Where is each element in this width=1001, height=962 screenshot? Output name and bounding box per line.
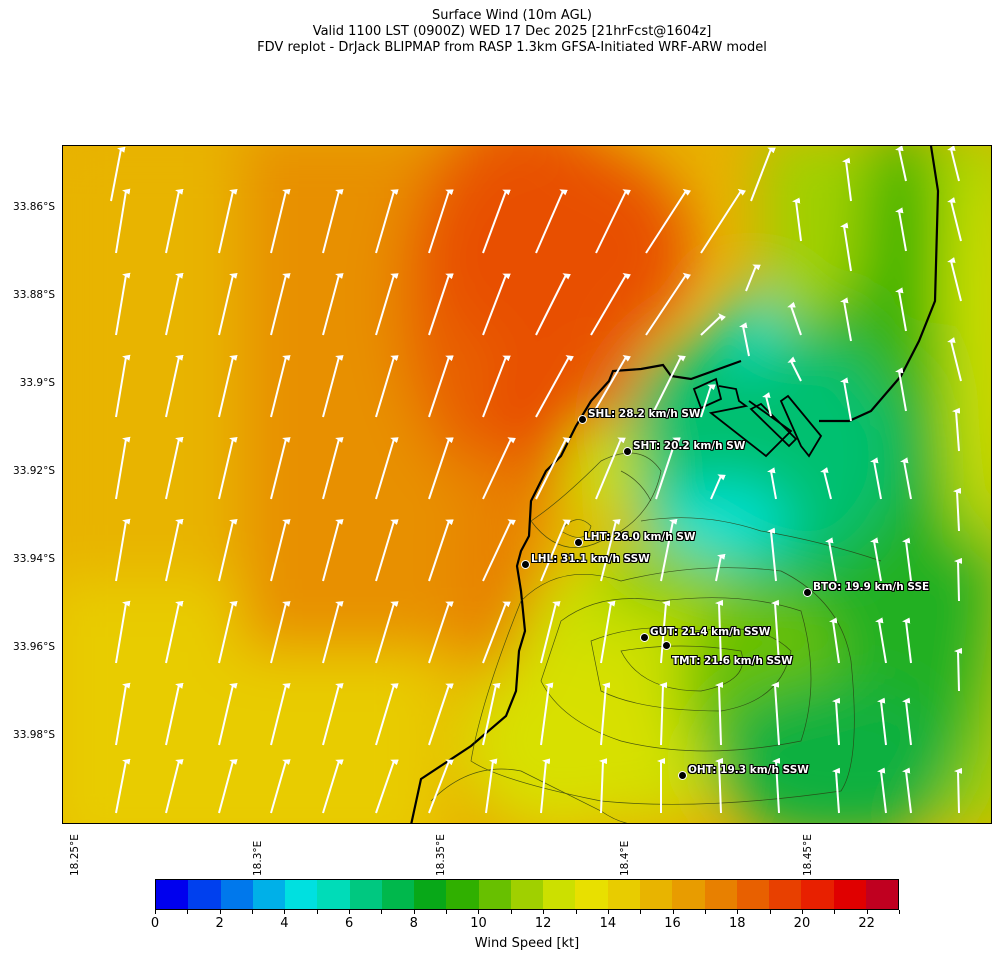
colorbar-segment [446,880,479,909]
x-tick-label: 18.45°E [802,834,814,876]
colorbar-segment [252,880,286,909]
station-marker-tmt [661,640,671,650]
colorbar-segment [317,880,350,909]
colorbar-tick-label: 12 [534,916,552,931]
colorbar-tick [737,910,738,914]
colorbar-tick [608,910,609,914]
colorbar-tick [252,910,253,914]
coastline-east [819,146,940,423]
colorbar-tick [543,910,544,914]
colorbar-segment [188,880,221,909]
colorbar-segment [801,880,834,909]
colorbar-tick [867,910,868,914]
wind-vectors [110,146,963,814]
station-label-tmt: TMT: 21.6 km/h SSW [672,655,793,667]
colorbar-segment [672,880,705,909]
colorbar-segment [736,880,770,909]
colorbar-segment [769,880,802,909]
x-tick-label: 18.25°E [69,834,81,876]
colorbar-segment [478,880,511,909]
chart-source: FDV replot - DrJack BLIPMAP from RASP 1.… [257,40,767,55]
x-tick-label: 18.3°E [252,840,264,876]
station-label-lhl: LHL: 31.1 km/h SSW [531,553,650,565]
colorbar [155,879,899,910]
colorbar-tick [834,910,835,914]
colorbar-tick [284,910,285,914]
colorbar-tick [576,910,577,914]
terrain-contours [430,452,882,823]
colorbar-tick-label: 6 [344,916,354,931]
colorbar-segment [833,880,866,909]
colorbar-segment [607,880,640,909]
station-marker-sht [622,446,632,456]
colorbar-tick [770,910,771,914]
colorbar-tick [381,910,382,914]
colorbar-tick [317,910,318,914]
coastline-west [410,359,742,823]
station-marker-shl [577,414,587,424]
colorbar-tick [187,910,188,914]
station-marker-lht [573,537,583,547]
y-tick-label: 33.9°S [19,377,55,389]
y-tick-label: 33.96°S [13,641,55,653]
colorbar-tick-label: 22 [858,916,875,931]
station-label-bto: BTO: 19.9 km/h SSE [813,581,930,593]
station-marker-lhl [520,559,530,569]
colorbar-tick [220,910,221,914]
station-marker-oht [677,770,687,780]
colorbar-label: Wind Speed [kt] [474,936,580,951]
colorbar-segment [575,880,608,909]
station-label-shl: SHL: 28.2 km/h SW [588,408,701,420]
colorbar-segment [639,880,673,909]
y-tick-label: 33.88°S [13,289,55,301]
colorbar-segment [381,880,415,909]
colorbar-tick-label: 4 [280,916,289,931]
colorbar-tick-label: 10 [470,916,487,931]
station-marker-gut [639,632,649,642]
colorbar-tick [640,910,641,914]
colorbar-segment [704,880,737,909]
station-label-lht: LHT: 26.0 km/h SW [584,531,696,543]
colorbar-segment [865,880,899,909]
colorbar-segment [414,880,447,909]
y-tick-label: 33.86°S [13,201,55,213]
chart-title: Surface Wind (10m AGL) [432,8,592,23]
colorbar-tick-label: 18 [728,916,746,931]
y-tick-label: 33.94°S [13,553,55,565]
chart-valid-time: Valid 1100 LST (0900Z) WED 17 Dec 2025 [… [312,24,712,39]
colorbar-tick [802,910,803,914]
colorbar-tick [155,910,156,914]
colorbar-tick [511,910,512,914]
station-label-oht: OHT: 19.3 km/h SSW [688,764,809,776]
colorbar-tick [414,910,415,914]
colorbar-tick-label: 0 [150,916,160,931]
colorbar-tick-label: 16 [664,916,681,931]
wind-field-svg [63,146,991,823]
station-marker-bto [802,587,812,597]
x-tick-label: 18.4°E [619,840,631,876]
colorbar-tick-label: 14 [599,916,617,931]
colorbar-tick-label: 8 [409,916,418,931]
colorbar-tick [705,910,706,914]
station-label-gut: GUT: 21.4 km/h SSW [650,626,771,638]
colorbar-segment [285,880,318,909]
colorbar-tick [349,910,350,914]
colorbar-tick-label: 20 [793,916,811,931]
colorbar-segment [349,880,382,909]
colorbar-segment [543,880,576,909]
colorbar-tick-label: 2 [215,916,224,931]
y-tick-label: 33.98°S [13,729,55,741]
colorbar-segment [510,880,544,909]
colorbar-tick [478,910,479,914]
colorbar-tick [446,910,447,914]
colorbar-tick [673,910,674,914]
colorbar-segment [220,880,253,909]
colorbar-segment [156,880,189,909]
y-tick-label: 33.92°S [13,465,55,477]
x-tick-label: 18.35°E [435,834,447,876]
station-label-sht: SHT: 20.2 km/h SW [633,440,746,452]
colorbar-tick [899,910,900,914]
wind-map-plot [62,145,992,824]
